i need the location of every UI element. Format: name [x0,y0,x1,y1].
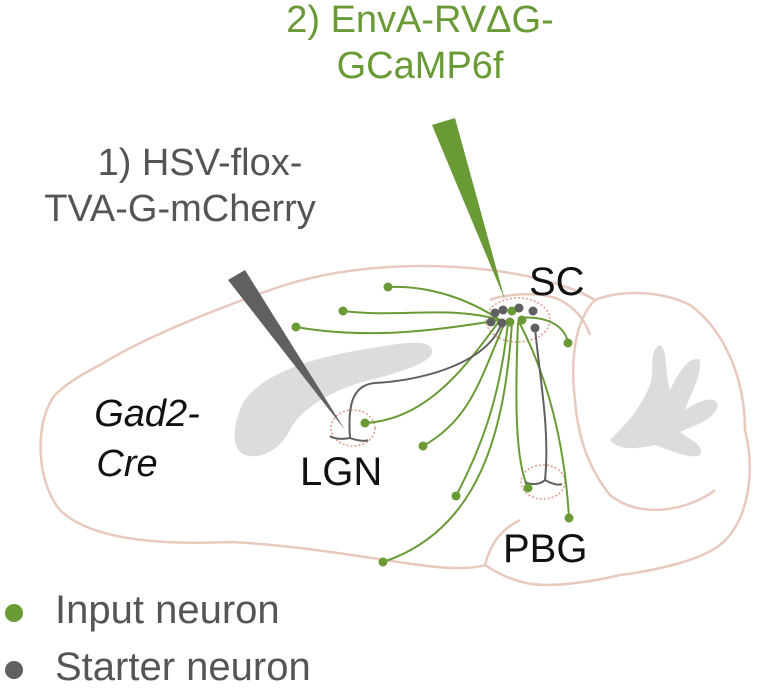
input-neurons [291,282,574,567]
starter-neuron-dot [490,308,500,318]
input-axon [455,321,509,497]
hsv-injection-label-line1: 1) HSV-flox- [97,142,303,184]
input-neuron-dot [523,483,533,493]
input-axon [364,319,501,424]
pbg-label: PBG [503,527,588,571]
starter-axons [329,321,563,486]
ventral-line [483,518,521,566]
input-neuron-dot [517,315,527,325]
input-axon [422,321,506,447]
input-neuron-dot [451,491,461,501]
input-axon [342,310,501,321]
rv-injection-label: 2) EnvA-RVΔG- GCaMP6f [255,0,585,88]
starter-axon [544,479,563,486]
mouse-line-label-line1: Gad2- [94,393,200,435]
starter-neuron-legend-dot [5,661,23,679]
input-neuron-dot [338,306,348,316]
input-axon [387,285,501,321]
input-neuron-legend-dot [5,604,23,622]
input-neuron-dot [563,338,573,348]
input-neuron-dot [505,317,515,327]
mouse-line-label: Gad2- Cre [72,393,222,486]
hsv-injection-label: 1) HSV-flox- TVA-G-mCherry [0,142,360,231]
input-neuron-dot [360,418,370,428]
lgn-label: LGN [300,450,383,494]
rv-injection-label-line2: GCaMP6f [336,44,504,87]
starter-axon [329,321,503,440]
lgn-region-circle [330,409,376,447]
starter-axon [349,437,369,442]
arbor-vitae [610,345,718,457]
midbrain-line [489,292,592,336]
input-neuron-dot [507,306,517,316]
input-axon [515,321,529,489]
input-axon [295,319,501,335]
starter-neuron-dot [514,303,524,313]
ventricle-shape [234,342,433,457]
starter-neuron-dot [530,323,540,333]
input-neuron-dot [383,282,393,292]
brain-outline [39,264,751,587]
input-neuron-dot [564,513,574,523]
input-axon [517,319,570,519]
starter-axon [524,327,548,486]
input-neuron-dot [378,557,388,567]
input-neuron-legend-label: Input neuron [55,588,280,632]
starter-neuron-legend-label: Starter neuron [55,645,311,689]
rv-injection-label-line1: 2) EnvA-RVΔG- [286,0,554,41]
hsv-pipette [228,270,345,430]
starter-neurons [486,303,540,333]
cerebellum-outline [571,299,716,512]
hsv-injection-label-line2: TVA-G-mCherry [44,187,316,230]
rv-pipette [432,118,505,300]
mouse-line-label-line2: Cre [96,442,158,485]
input-neuron-dot [418,441,428,451]
input-axon [382,321,513,563]
starter-neuron-dot [486,317,496,327]
starter-neuron-dot [497,318,507,328]
input-axons [295,285,570,563]
input-neuron-dot [291,322,301,332]
sc-label: SC [529,260,585,304]
starter-neuron-dot [498,305,508,315]
sc-region-circle [485,297,551,343]
starter-neuron-dot [528,306,538,316]
